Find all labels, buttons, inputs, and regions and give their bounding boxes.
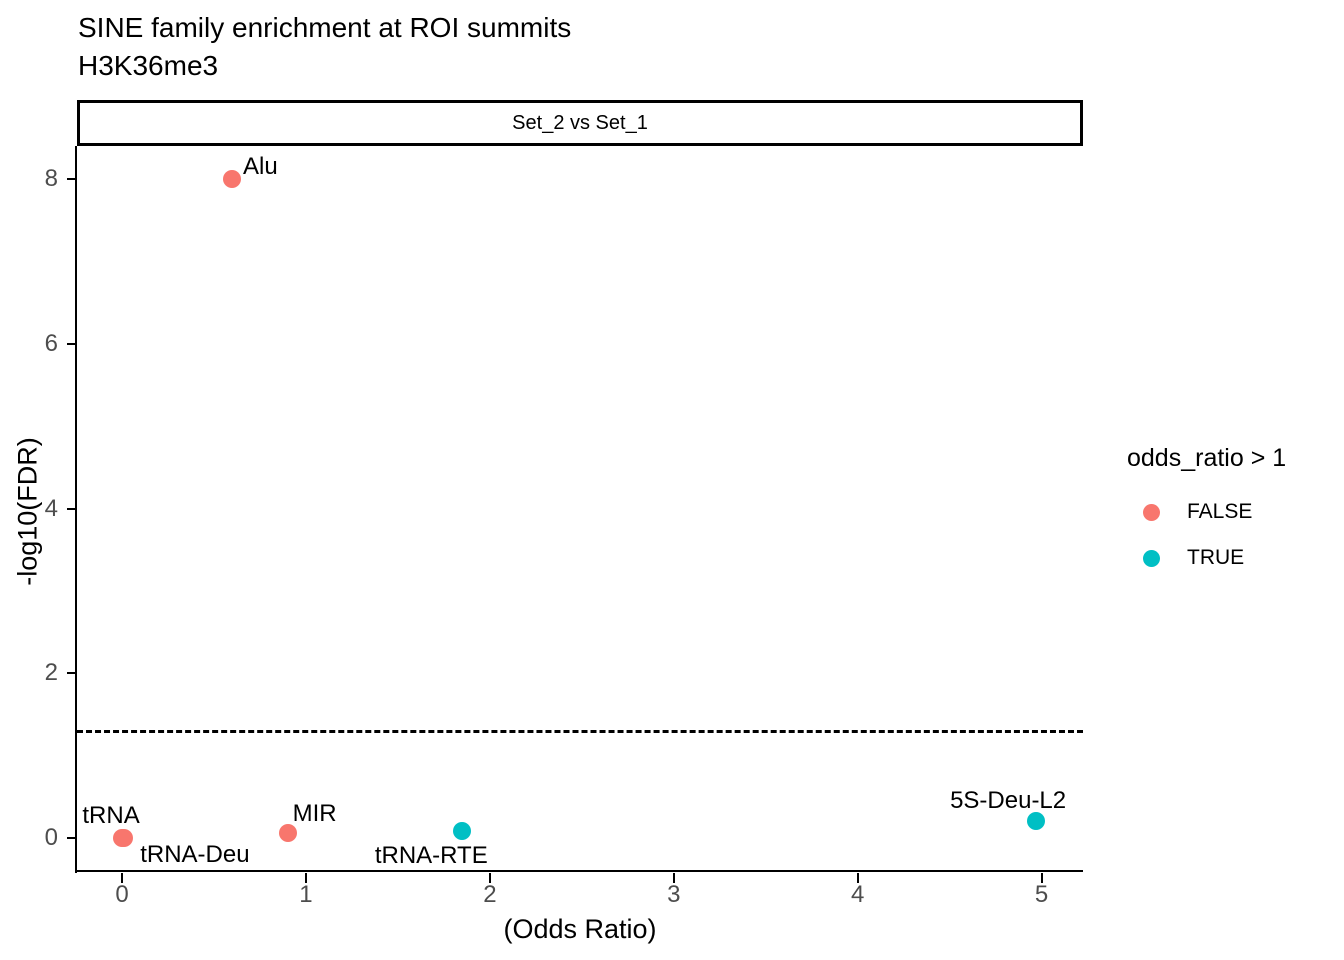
y-tick-label: 8 <box>44 164 58 192</box>
legend-item-true: TRUE <box>1127 535 1337 581</box>
y-axis-title: -log10(FDR) <box>12 437 43 586</box>
point-label-5s-deu-l2: 5S-Deu-L2 <box>950 786 1067 814</box>
x-tick-mark <box>304 873 307 883</box>
data-point-mir <box>278 824 297 843</box>
point-label-trna-rte: tRNA-RTE <box>374 842 488 870</box>
legend-item-label: TRUE <box>1187 546 1245 569</box>
y-tick-mark <box>67 177 77 180</box>
legend-item-label: FALSE <box>1187 500 1253 523</box>
point-label-alu: Alu <box>243 152 278 180</box>
x-tick-label: 5 <box>1034 881 1049 908</box>
x-tick-label: 0 <box>115 881 129 908</box>
y-tick-label: 2 <box>44 659 58 687</box>
y-tick-label: 6 <box>44 329 58 357</box>
legend-items: FALSE TRUE <box>1127 489 1337 581</box>
point-label-trna-deu: tRNA-Deu <box>140 841 250 869</box>
data-point-alu <box>223 169 242 188</box>
significance-threshold-line <box>77 729 1083 733</box>
legend-key-dot <box>1143 503 1160 521</box>
x-tick-mark <box>1040 873 1043 883</box>
y-axis-line <box>75 146 77 873</box>
y-tick-mark <box>67 507 77 510</box>
y-tick-mark <box>67 837 77 840</box>
x-tick-mark <box>856 873 859 883</box>
point-label-mir: MIR <box>292 800 337 828</box>
facet-strip-label: Set_2 vs Set_1 <box>512 111 648 134</box>
legend: odds_ratio > 1 FALSE TRUE <box>1127 444 1337 581</box>
legend-key-dot <box>1143 549 1160 567</box>
y-tick-mark <box>67 342 77 345</box>
x-tick-mark <box>488 873 491 883</box>
plot-panel: Alu tRNA tRNA-Deu MIR tRNA-RTE 5S-Deu-L2 <box>77 146 1083 871</box>
data-point-trna-deu <box>114 829 133 848</box>
point-label-trna: tRNA <box>82 802 140 830</box>
legend-item-false: FALSE <box>1127 489 1337 535</box>
y-tick-label: 0 <box>44 824 58 852</box>
x-tick-label: 2 <box>483 881 497 908</box>
x-tick-label: 3 <box>667 881 681 908</box>
legend-title: odds_ratio > 1 <box>1127 444 1287 472</box>
x-axis-title: (Odds Ratio) <box>503 914 657 944</box>
data-point-5s-deu-l2 <box>1027 811 1046 830</box>
x-tick-label: 1 <box>299 881 313 908</box>
chart-title: SINE family enrichment at ROI summits <box>78 12 572 43</box>
x-axis-line <box>75 870 1083 872</box>
y-tick-label: 4 <box>44 494 58 522</box>
x-tick-mark <box>121 873 124 883</box>
chart-subtitle: H3K36me3 <box>78 50 219 81</box>
y-tick-mark <box>67 672 77 675</box>
x-tick-label: 4 <box>851 881 865 908</box>
x-tick-mark <box>672 873 675 883</box>
facet-strip: Set_2 vs Set_1 <box>77 100 1083 146</box>
data-point-trna-rte <box>453 822 472 841</box>
